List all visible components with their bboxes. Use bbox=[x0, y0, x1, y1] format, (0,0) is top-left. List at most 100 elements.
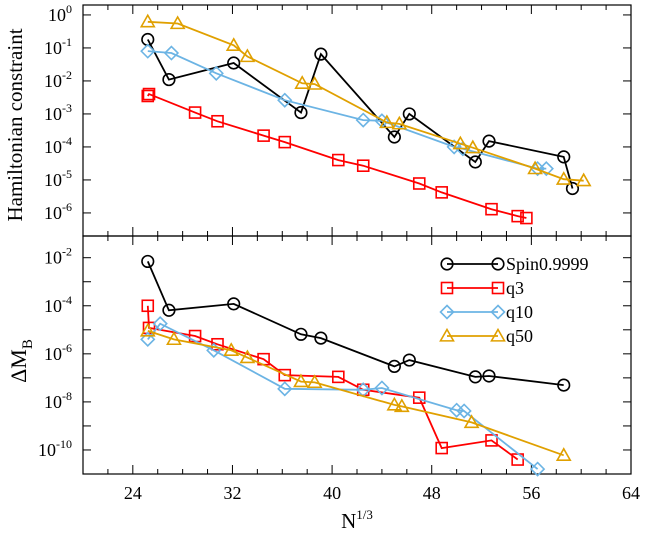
y-tick-label: 100 bbox=[48, 2, 72, 25]
data-point-spin bbox=[227, 56, 241, 70]
series-line-q50 bbox=[147, 20, 584, 182]
data-point-q10 bbox=[152, 316, 168, 332]
y-axis-label-bottom-main: ΔM bbox=[6, 349, 31, 383]
data-point-q50 bbox=[169, 15, 186, 30]
legend: Spin0.9999 q3 q10 q50 bbox=[439, 254, 589, 346]
y-tick-exponent: -6 bbox=[62, 200, 72, 214]
data-point-spin bbox=[141, 254, 155, 269]
data-point-spin bbox=[314, 331, 328, 345]
legend-item-q3: q3 bbox=[440, 278, 524, 298]
legend-marker-spin bbox=[440, 257, 454, 271]
legend-marker-q3 bbox=[440, 281, 454, 295]
y-tick-exponent: -1 bbox=[62, 35, 72, 49]
y-tick-label: 10-3 bbox=[44, 101, 72, 124]
data-point-q3 bbox=[211, 337, 224, 351]
x-tick-label: 40 bbox=[323, 483, 341, 503]
data-point-q3 bbox=[485, 202, 498, 216]
y-tick-exponent: -4 bbox=[62, 293, 72, 307]
series-line-q3 bbox=[147, 92, 527, 219]
y-tick-label: 10-2 bbox=[44, 245, 72, 268]
legend-item-q50: q50 bbox=[439, 326, 533, 346]
y-tick-label: 10-5 bbox=[44, 167, 72, 190]
data-point-q50 bbox=[294, 75, 311, 89]
y-tick-exponent: -5 bbox=[62, 167, 72, 181]
data-point-q3 bbox=[412, 177, 426, 190]
legend-marker-q10 bbox=[439, 304, 455, 320]
legend-marker-spin bbox=[491, 257, 505, 271]
series-spin-top bbox=[141, 32, 580, 196]
data-point-q50 bbox=[166, 331, 182, 346]
data-point-spin bbox=[387, 130, 401, 144]
data-point-q50 bbox=[306, 76, 323, 90]
x-tick-label: 56 bbox=[522, 483, 540, 503]
data-point-q50 bbox=[393, 398, 410, 413]
legend-label-q3: q3 bbox=[506, 278, 524, 298]
y-tick-base: 10 bbox=[48, 5, 66, 25]
y-tick-label: 10-2 bbox=[44, 68, 72, 91]
data-point-q50 bbox=[527, 160, 543, 175]
data-point-q3 bbox=[278, 135, 292, 149]
y-tick-label: 10-8 bbox=[44, 389, 72, 412]
series-q3-top bbox=[141, 87, 533, 225]
series-q50-bottom bbox=[139, 322, 572, 461]
series-line-spin bbox=[146, 261, 564, 386]
y-axis-label-bottom: ΔMB bbox=[6, 339, 36, 383]
data-point-q3 bbox=[188, 106, 202, 119]
data-point-spin bbox=[565, 181, 580, 196]
y-tick-base: 10 bbox=[38, 440, 56, 460]
legend-marker-q10 bbox=[490, 304, 506, 320]
y-tick-label: 10-10 bbox=[38, 437, 72, 460]
data-point-q3 bbox=[485, 434, 498, 447]
data-point-q50 bbox=[306, 374, 323, 389]
data-point-q50 bbox=[575, 172, 592, 187]
y-tick-exponent: -4 bbox=[62, 134, 72, 148]
data-point-spin bbox=[468, 370, 482, 384]
legend-label-q50: q50 bbox=[506, 326, 533, 346]
series-q50-top bbox=[139, 13, 592, 187]
data-point-spin bbox=[387, 359, 401, 374]
y-tick-base: 10 bbox=[44, 104, 62, 124]
data-point-q3 bbox=[332, 370, 345, 384]
data-point-spin bbox=[482, 369, 496, 383]
data-point-spin bbox=[294, 105, 308, 120]
y-tick-base: 10 bbox=[44, 38, 62, 58]
y-tick-base: 10 bbox=[44, 170, 62, 190]
data-point-q10 bbox=[446, 139, 462, 155]
data-point-q3 bbox=[211, 114, 224, 128]
y-tick-exponent: -8 bbox=[62, 389, 72, 403]
data-point-spin bbox=[314, 47, 328, 61]
data-point-q50 bbox=[139, 13, 156, 28]
data-point-q10 bbox=[208, 65, 224, 81]
data-point-q10 bbox=[538, 161, 554, 177]
data-point-q3 bbox=[435, 186, 448, 199]
data-point-spin bbox=[162, 303, 176, 317]
x-tick-label: 48 bbox=[423, 483, 441, 503]
data-point-spin bbox=[227, 297, 241, 311]
series-q10-bottom bbox=[140, 316, 546, 477]
y-tick-base: 10 bbox=[44, 296, 62, 316]
data-point-q3 bbox=[332, 153, 345, 167]
data-point-q50 bbox=[293, 373, 309, 388]
y-tick-base: 10 bbox=[44, 344, 62, 364]
x-tick-label: 64 bbox=[622, 483, 640, 503]
data-point-q50 bbox=[555, 171, 572, 185]
legend-marker-q50 bbox=[439, 327, 455, 342]
x-axis-label: N1/3 bbox=[341, 507, 373, 533]
data-point-q10 bbox=[456, 403, 472, 419]
data-point-q10 bbox=[140, 331, 156, 347]
data-point-q50 bbox=[463, 414, 480, 429]
y-tick-exponent: -2 bbox=[62, 245, 72, 259]
legend-marker-q3 bbox=[491, 281, 505, 295]
data-point-q3 bbox=[141, 89, 155, 103]
data-point-spin bbox=[557, 150, 571, 164]
y-tick-label: 10-6 bbox=[44, 341, 72, 364]
data-point-q50 bbox=[391, 115, 408, 130]
data-point-q50 bbox=[555, 447, 572, 461]
series-q3-bottom bbox=[141, 299, 524, 466]
series-line-q50 bbox=[147, 330, 565, 457]
data-point-spin bbox=[482, 134, 496, 148]
y-tick-exponent: 0 bbox=[66, 2, 72, 16]
